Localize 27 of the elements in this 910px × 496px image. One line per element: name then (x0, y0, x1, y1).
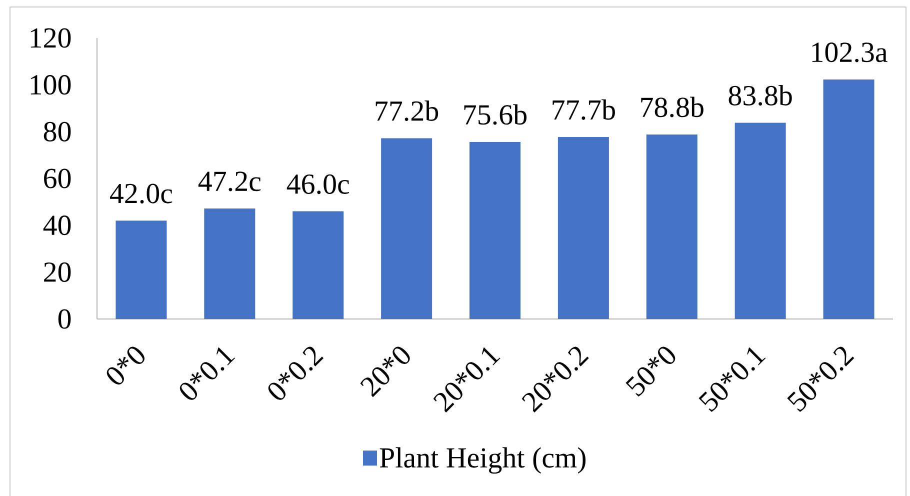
bar (646, 134, 698, 319)
y-tick-label: 0 (58, 309, 71, 329)
legend-label: Plant Height (cm) (380, 447, 586, 474)
y-tick-label: 80 (44, 122, 71, 142)
bar (558, 137, 609, 319)
bar (734, 122, 786, 319)
data-label: 46.0c (286, 174, 350, 194)
bar (823, 79, 874, 319)
x-tick-label: 0*0 (106, 346, 145, 384)
bar (116, 220, 167, 319)
y-tick-label: 40 (43, 216, 71, 236)
y-tick-label: 20 (44, 262, 71, 282)
data-label: 75.6b (464, 104, 527, 125)
y-tick-label: 60 (44, 168, 71, 188)
bar (381, 138, 432, 319)
bar (292, 211, 344, 319)
bar (204, 208, 256, 319)
y-tick-label: 100 (30, 75, 71, 95)
data-label: 47.2c (198, 172, 261, 192)
data-label: 77.7b (552, 99, 615, 120)
data-label: 83.8b (728, 85, 792, 106)
y-tick-label: 120 (30, 28, 71, 48)
bar (470, 142, 520, 319)
data-label: 77.2b (376, 100, 438, 122)
data-label: 78.8b (641, 96, 704, 118)
data-label: 102.3a (812, 42, 888, 62)
data-label: 42.0c (110, 184, 172, 204)
